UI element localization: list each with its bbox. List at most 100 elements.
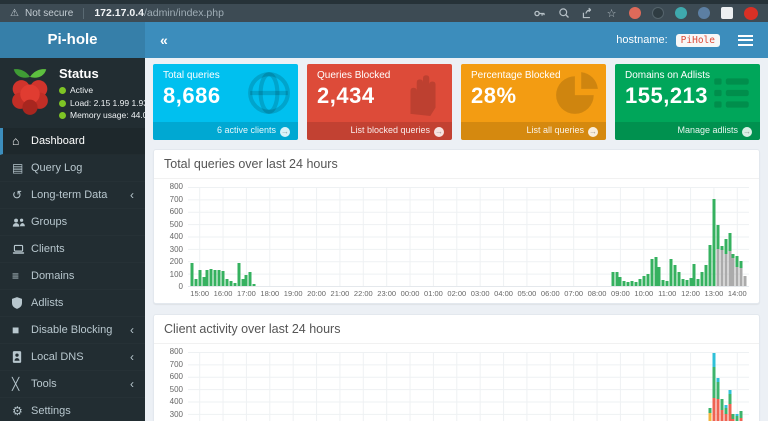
list-icon: ≡ [12,269,20,283]
chart-title: Total queries over last 24 hours [154,150,759,179]
sidebar-item-settings[interactable]: ⚙ Settings [12,404,71,418]
status-dot-icon [59,112,66,119]
sidebar-item-adlists[interactable]: Adlists [0,290,145,317]
arrow-right-circle-icon: → [280,127,290,137]
shield-icon [12,297,31,309]
sidebar-item-tools[interactable]: ╳ Tools ‹ [12,377,134,391]
brand-logo[interactable]: Pi-hole [0,22,145,58]
sidebar-item-long-term-data[interactable]: ↺ Long-term Data ‹ [12,188,134,202]
status-panel: Status Active Load: 2.15 1.99 1.93 Memor… [0,58,157,128]
status-dot-icon [59,87,66,94]
url-host: 172.17.0.4 [94,7,144,19]
card-queries-blocked: Queries Blocked 2,434 List blocked queri… [307,64,452,140]
app-header: Pi-hole « hostname: PiHole [0,22,768,58]
adlist-list-icon [708,70,754,121]
sidebar-menu: ⌂ Dashboard ▤ Query Log ↺ Long-term Data ‹ G… [0,128,145,421]
extension-blue-icon[interactable] [698,7,710,19]
gear-icon: ⚙ [12,404,23,418]
panel-client-activity: Client activity over last 24 hours 01002… [153,314,760,421]
extension-red-icon[interactable] [629,7,641,19]
bar-plot [188,187,749,287]
password-key-icon[interactable] [533,7,546,20]
top-navbar: « hostname: PiHole [145,22,768,58]
status-active-row: Active [59,84,157,97]
chevron-left-icon: ‹ [130,323,134,337]
chevron-left-icon: ‹ [130,377,134,391]
share-icon[interactable] [581,7,594,20]
bookmark-star-icon[interactable]: ☆ [606,7,617,20]
chevron-left-icon: ‹ [130,350,134,364]
sidebar-item-domains[interactable]: ≡ Domains [12,269,75,283]
pie-chart-icon [554,70,600,121]
card-percentage-blocked: Percentage Blocked 28% List all queries → [461,64,606,140]
history-icon: ↺ [12,188,23,202]
card-footer-link[interactable]: List blocked queries → [307,122,452,140]
sidebar-collapse-button[interactable]: « [160,32,168,48]
sidebar-item-query-log[interactable]: ▤ Query Log [12,161,83,175]
status-memory-row: Memory usage: 44.0 % [59,109,157,122]
hand-stop-icon [400,70,446,121]
extension-teal-icon[interactable] [675,7,687,19]
status-load-row: Load: 2.15 1.99 1.93 [59,97,157,110]
card-total-queries: Total queries 8,686 6 active clients → [153,64,298,140]
file-icon: ▤ [12,161,24,175]
sidebar-item-dashboard[interactable]: ⌂ Dashboard [0,128,145,155]
summary-cards: Total queries 8,686 6 active clients → Qu… [153,64,760,140]
card-domains-on-adlists: Domains on Adlists 155,213 Manage adlist… [615,64,760,140]
stop-icon: ■ [12,323,20,337]
address-bar-divider [83,7,85,19]
x-axis: 15:00 16:00 17:00 18:00 19:00 20:00 21:00 22:00… [190,289,747,298]
status-dot-icon [59,99,66,107]
security-warning-label[interactable]: Not secure [24,7,74,19]
card-footer-link[interactable]: Manage adlists → [615,122,760,140]
laptop-icon [12,244,31,255]
extension-dark-icon[interactable] [652,7,664,19]
card-footer-link[interactable]: 6 active clients → [153,122,298,140]
card-value: 8,686 [163,83,221,108]
globe-icon [246,70,292,121]
hostname-label: hostname: [616,34,668,46]
chart-title: Client activity over last 24 hours [154,315,759,344]
sidebar-item-groups[interactable]: Groups [0,209,145,236]
main-content: Total queries 8,686 6 active clients → Qu… [145,58,768,421]
browser-window-edge [0,0,768,4]
pihole-raspberry-logo [8,65,52,122]
panel-total-queries: Total queries over last 24 hours 0 100 200… [153,149,760,304]
arrow-right-circle-icon: → [742,127,752,137]
sidebar-item-disable-blocking[interactable]: ■ Disable Blocking ‹ [12,323,134,337]
arrow-right-circle-icon: → [588,127,598,137]
stacked-bar-plot [188,352,749,421]
sidebar-item-local-dns[interactable]: Local DNS ‹ [0,344,145,371]
card-value: 2,434 [317,83,375,108]
sidebar: Status Active Load: 2.15 1.99 1.93 Memor… [0,58,157,421]
chevron-left-icon: ‹ [130,188,134,202]
address-book-icon [12,351,31,363]
tools-icon: ╳ [12,377,20,391]
url-path: /admin/index.php [143,7,224,19]
hostname-badge: PiHole [675,33,720,47]
total-queries-chart: 0 100 200 300 400 500 600 700 800 15:00 16:00 17:0… [160,182,749,300]
hamburger-menu-button[interactable] [728,22,762,58]
sidebar-item-clients[interactable]: Clients [0,236,145,263]
arrow-right-circle-icon: → [434,127,444,137]
card-value: 155,213 [625,83,709,108]
users-icon [12,217,31,228]
card-footer-link[interactable]: List all queries → [461,122,606,140]
card-title: Queries Blocked [317,70,391,81]
browser-profile-icon[interactable] [744,6,758,20]
url-text[interactable]: 172.17.0.4/admin/index.php [94,7,224,19]
extension-light-icon[interactable] [721,7,733,19]
card-title: Domains on Adlists [625,70,711,81]
card-title: Percentage Blocked [471,70,561,81]
card-title: Total queries [163,70,220,81]
browser-address-bar[interactable]: ⚠ Not secure 172.17.0.4/admin/index.php … [0,4,768,22]
zoom-icon[interactable] [557,7,570,20]
card-value: 28% [471,83,517,108]
home-icon: ⌂ [12,134,20,148]
status-title: Status [59,66,99,81]
security-warning-icon[interactable]: ⚠ [10,7,19,19]
